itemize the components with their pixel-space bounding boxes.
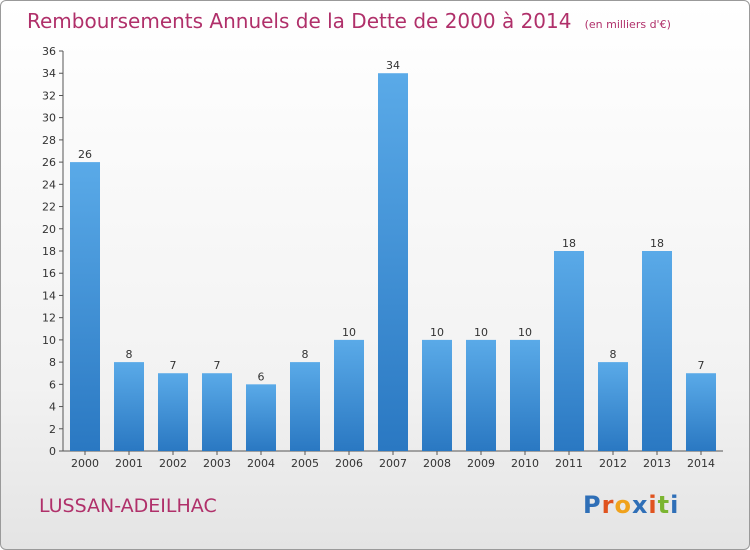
bar [554,251,584,451]
bar-value-label: 10 [430,326,444,339]
x-tick-label: 2004 [247,457,275,470]
y-tick-label: 18 [42,245,56,258]
y-tick-label: 36 [42,45,56,58]
logo-letter: i [648,491,658,519]
bar [246,384,276,451]
chart-title-block: Remboursements Annuels de la Dette de 20… [27,9,671,33]
chart-subtitle: (en milliers d'€) [584,18,671,31]
y-tick-label: 30 [42,112,56,125]
bar-value-label: 18 [562,237,576,250]
bar-value-label: 10 [518,326,532,339]
bar-value-label: 26 [78,148,92,161]
x-tick-label: 2009 [467,457,495,470]
bar-value-label: 7 [170,359,177,372]
bar [642,251,672,451]
bar [598,362,628,451]
chart-title: Remboursements Annuels de la Dette de 20… [27,9,572,33]
bar-value-label: 7 [214,359,221,372]
bar [422,339,452,451]
logo-letter: r [601,491,615,519]
bar [70,162,100,451]
y-tick-label: 0 [49,445,56,458]
x-tick-label: 2002 [159,457,187,470]
y-tick-label: 2 [49,423,56,436]
logo-letter: i [670,491,680,519]
y-tick-label: 4 [49,401,56,414]
x-tick-label: 2014 [687,457,715,470]
bar-value-label: 8 [126,348,133,361]
bar [202,373,232,451]
bar-value-label: 8 [610,348,617,361]
logo-letter: o [614,491,632,519]
y-tick-label: 32 [42,89,56,102]
x-tick-label: 2005 [291,457,319,470]
bars: 26 8 7 7 6 8 10 34 10 10 10 18 8 18 7 [70,59,716,451]
x-tick-label: 2010 [511,457,539,470]
bar [686,373,716,451]
bar-value-label: 34 [386,59,400,72]
y-tick-label: 24 [42,178,56,191]
bar-value-label: 10 [342,326,356,339]
x-tick-label: 2011 [555,457,583,470]
y-tick-label: 14 [42,289,56,302]
bar [158,373,188,451]
bar [290,362,320,451]
proxiti-logo: Proxiti [583,491,679,519]
y-tick-label: 16 [42,267,56,280]
bar-value-label: 8 [302,348,309,361]
logo-letter: x [631,491,649,519]
x-tick-label: 2008 [423,457,451,470]
x-tick-label: 2003 [203,457,231,470]
y-tick-label: 12 [42,312,56,325]
bar-value-label: 10 [474,326,488,339]
x-tick-label: 2007 [379,457,407,470]
bar [378,73,408,451]
commune-name: LUSSAN-ADEILHAC [39,495,217,517]
x-tick-label: 2012 [599,457,627,470]
y-tick-label: 22 [42,201,56,214]
y-tick-label: 28 [42,134,56,147]
x-tick-label: 2000 [71,457,99,470]
bar-value-label: 18 [650,237,664,250]
y-tick-label: 6 [49,378,56,391]
logo-letter: t [657,491,671,519]
bar-value-label: 6 [258,370,265,383]
y-tick-label: 26 [42,156,56,169]
x-axis: 2000 2001 2002 2003 2004 2005 2006 2007 2008 2009… [63,450,723,470]
x-tick-label: 2013 [643,457,671,470]
bar-value-label: 7 [698,359,705,372]
y-tick-label: 10 [42,334,56,347]
y-tick-label: 20 [42,223,56,236]
x-tick-label: 2001 [115,457,143,470]
logo-letter: P [583,491,602,519]
bar [114,362,144,451]
bar [510,339,540,451]
bar [466,339,496,451]
y-tick-label: 8 [49,356,56,369]
y-tick-label: 34 [42,67,56,80]
x-tick-label: 2006 [335,457,363,470]
bar [334,339,364,451]
